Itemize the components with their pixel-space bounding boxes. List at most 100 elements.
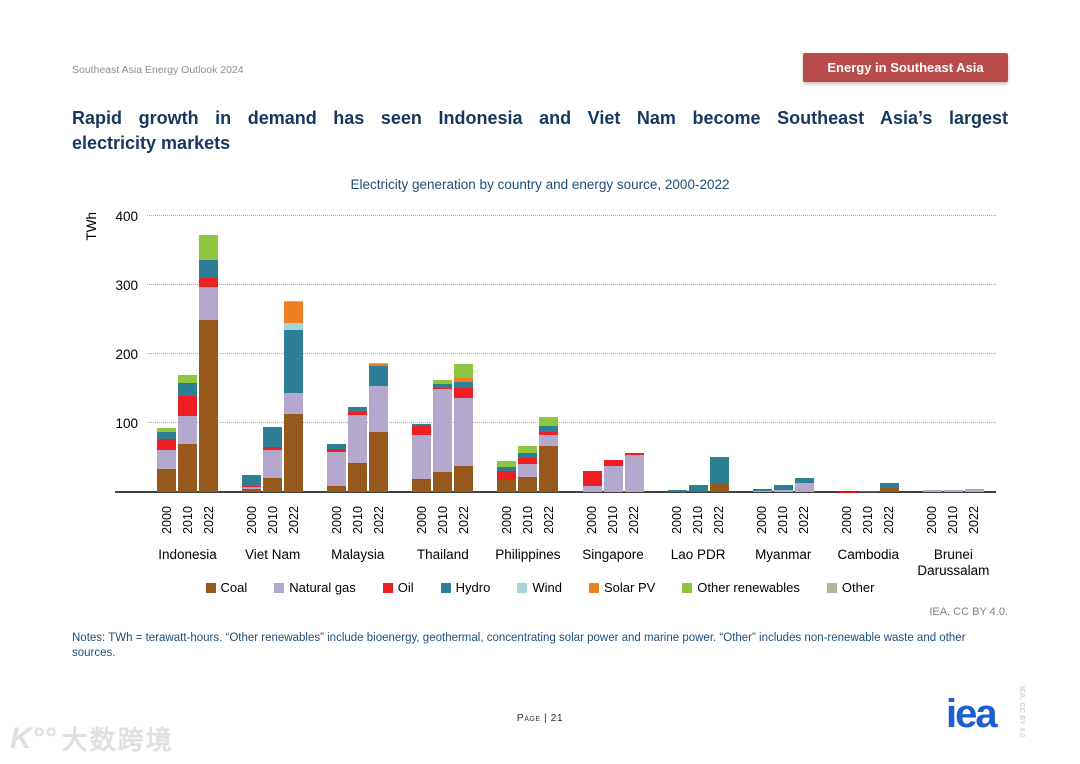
bar-philippines-2000 [497, 460, 517, 492]
country-label: Malaysia [331, 547, 385, 562]
oil-segment [327, 448, 347, 452]
oil-segment [858, 490, 878, 492]
y-axis-ticks: 100 200 300 400 [92, 202, 144, 492]
coal-segment [263, 478, 283, 492]
year-label: 2022 [456, 506, 471, 534]
natural_gas-segment [454, 398, 474, 466]
ytick-200: 200 [115, 347, 138, 362]
natural_gas-segment [157, 449, 177, 469]
oil-segment [263, 447, 283, 450]
oil-segment [348, 411, 368, 415]
year-label: 2010 [691, 506, 706, 534]
hydro-segment [518, 452, 538, 458]
bar-malaysia-2000 [327, 443, 347, 492]
hydro-segment [263, 427, 283, 448]
iea-logo: iea [946, 692, 998, 736]
year-label: 2022 [286, 506, 301, 534]
bar-groups: 2000 2010 2022 Indonesia 2000 2010 2022 Viet Na… [115, 202, 996, 579]
year-label: 2010 [861, 506, 876, 534]
natural_gas-segment [624, 454, 644, 492]
bar-thailand-2010 [433, 380, 453, 492]
bar-brunei-darussalam-2010 [943, 489, 963, 492]
natural_gas-segment [412, 435, 432, 479]
bar-lao-pdr-2022 [709, 456, 729, 492]
bar-indonesia-2000 [157, 427, 177, 492]
hydro-segment [199, 260, 219, 279]
group-thailand: 2000 2010 2022 Thailand [400, 202, 485, 579]
legend-label: Hydro [455, 580, 491, 595]
legend-swatch-natural_gas [274, 582, 285, 593]
ytick-300: 300 [115, 278, 138, 293]
year-label: 2022 [541, 506, 556, 534]
legend-swatch-coal [205, 582, 216, 593]
other-segment [752, 488, 772, 490]
bar-viet-nam-2010 [263, 427, 283, 492]
year-label: 2000 [414, 506, 429, 534]
oil-segment [582, 470, 602, 486]
solar_pv-segment [284, 302, 304, 323]
natural_gas-segment [327, 452, 347, 486]
hydro-segment [539, 425, 559, 432]
section-banner-label: Energy in Southeast Asia [827, 60, 984, 75]
country-label: Brunei Darussalam [917, 547, 990, 578]
coal-segment [348, 463, 368, 492]
legend-swatch-wind [517, 582, 528, 593]
bar-indonesia-2010 [178, 375, 198, 492]
bar-philippines-2010 [518, 445, 538, 492]
hydro-segment [284, 329, 304, 394]
legend-label: Oil [397, 580, 414, 595]
legend-label: Solar PV [603, 580, 656, 595]
watermark-logo-icon: K°° [10, 721, 56, 755]
chart-notes: Notes: TWh = terawatt-hours. “Other rene… [72, 632, 966, 659]
year-label: 2022 [371, 506, 386, 534]
slide-title-line2: electricity markets [72, 133, 231, 153]
hydro-segment [688, 485, 708, 492]
year-label: 2000 [499, 506, 514, 534]
legend-label: Other [841, 580, 875, 595]
year-label: 2010 [180, 506, 195, 534]
page-number: Page | 21 [516, 712, 564, 724]
group-viet-nam: 2000 2010 2022 Viet Nam [230, 202, 315, 579]
natural_gas-segment [178, 416, 198, 444]
other_renewables-segment [497, 460, 517, 468]
gridline-200 [147, 353, 996, 354]
year-label: 2022 [627, 506, 642, 534]
year-label: 2000 [329, 506, 344, 534]
year-label: 2000 [670, 506, 685, 534]
bar-lao-pdr-2010 [688, 485, 708, 492]
coal-segment [539, 446, 559, 492]
natural_gas-segment [263, 449, 283, 479]
bar-malaysia-2022 [369, 363, 389, 492]
hydro-segment [794, 478, 814, 484]
oil-segment [178, 396, 198, 417]
group-brunei-darussalam: 2000 2010 2022 Brunei Darussalam [911, 202, 996, 579]
group-myanmar: 2000 2010 2022 Myanmar [741, 202, 826, 579]
coal-segment [199, 320, 219, 492]
hydro-segment [327, 443, 347, 449]
ytick-100: 100 [115, 416, 138, 431]
year-label: 2022 [882, 506, 897, 534]
year-label: 2010 [946, 506, 961, 534]
chart-title: Electricity generation by country and en… [350, 177, 730, 192]
bar-singapore-2010 [603, 460, 623, 492]
country-label: Philippines [495, 547, 561, 562]
bar-thailand-2000 [412, 424, 432, 492]
other-segment [369, 363, 389, 365]
bar-thailand-2022 [454, 363, 474, 492]
watermark-text: 大数跨境 [61, 725, 174, 755]
legend-item-other: Other [826, 580, 875, 595]
gridline-300 [147, 284, 996, 285]
year-label: 2022 [797, 506, 812, 534]
legend-item-wind: Wind [517, 580, 562, 595]
natural_gas-segment [348, 414, 368, 464]
year-label: 2000 [840, 506, 855, 534]
hydro-segment [369, 365, 389, 386]
natural_gas-segment [794, 483, 814, 492]
hydro-segment [348, 407, 368, 412]
other_renewables-segment [454, 363, 474, 378]
oil-segment [518, 457, 538, 465]
group-singapore: 2000 2010 2022 Singapore [570, 202, 655, 579]
coal-segment [157, 468, 177, 492]
hydro-segment [433, 383, 453, 388]
